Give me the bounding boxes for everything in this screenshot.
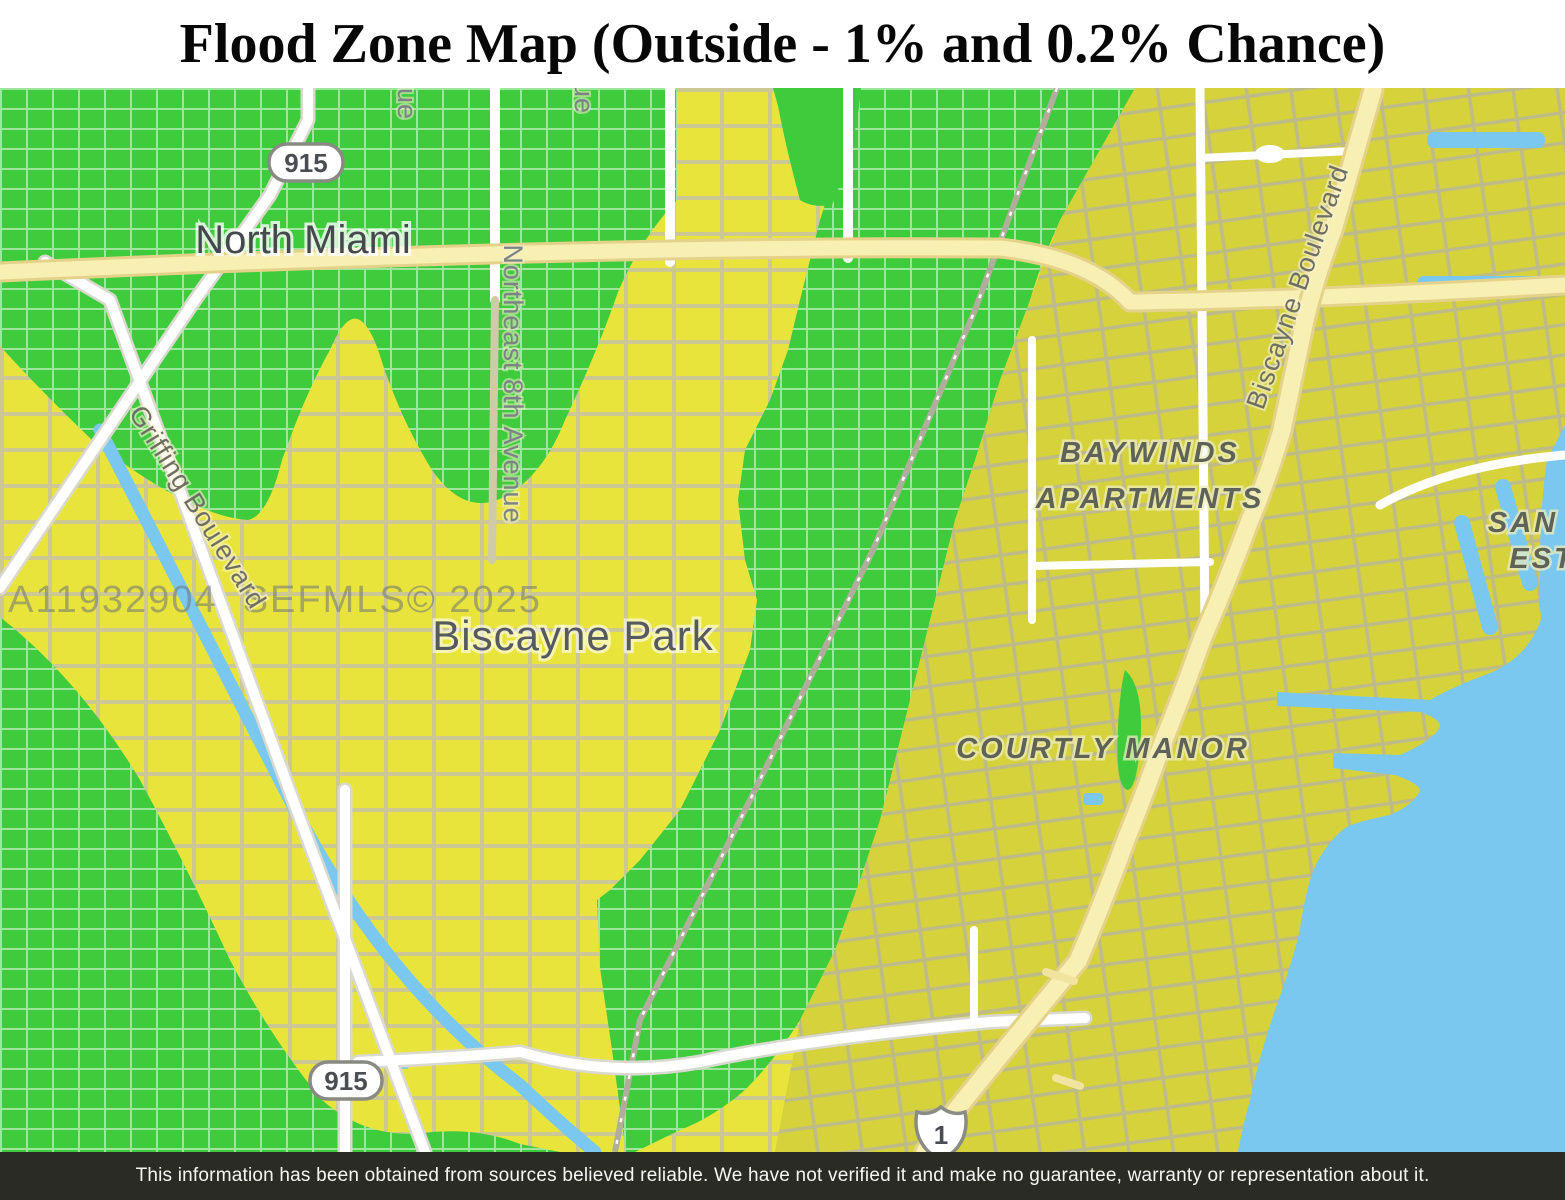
ne-8th-avenue-road-south bbox=[488, 296, 499, 564]
page-title: Flood Zone Map (Outside - 1% and 0.2% Ch… bbox=[179, 13, 1386, 75]
title-bar: Flood Zone Map (Outside - 1% and 0.2% Ch… bbox=[0, 0, 1565, 88]
label-north-miami: North Miami bbox=[195, 218, 411, 262]
label-biscayne-park: Biscayne Park bbox=[432, 612, 713, 659]
shield-text-915: 915 bbox=[324, 1066, 367, 1096]
flood-zone-map: A11932904 SEFMLS© 2025 North Miami Bisca… bbox=[0, 88, 1565, 1152]
route-shield-sr915-south: 915 bbox=[308, 1060, 384, 1101]
estates-canal bbox=[1454, 515, 1498, 635]
local-road bbox=[1028, 558, 1214, 570]
mls-watermark: A11932904 SEFMLS© 2025 bbox=[8, 579, 542, 621]
west-dixie-road bbox=[1195, 88, 1210, 635]
canal-north bbox=[1427, 132, 1545, 148]
label-baywinds-line1: BAYWINDS bbox=[1060, 437, 1240, 469]
label-avenue-partial: ue bbox=[569, 88, 599, 114]
griffing-canal bbox=[93, 423, 602, 1152]
label-san-estates-line2: EST bbox=[1509, 543, 1565, 575]
map-area: A11932904 SEFMLS© 2025 North Miami Bisca… bbox=[0, 88, 1565, 1152]
major-roads bbox=[0, 88, 1565, 1152]
label-san-estates-line1: SAN bbox=[1488, 507, 1558, 539]
pond bbox=[1083, 793, 1103, 805]
label-courtly-manor: COURTLY MANOR bbox=[956, 733, 1250, 765]
shield-text-us1: 1 bbox=[934, 1120, 948, 1150]
causeway-road bbox=[1375, 450, 1565, 510]
disclaimer-text: This information has been obtained from … bbox=[135, 1165, 1430, 1186]
railroad-line bbox=[612, 88, 1060, 1152]
label-avenue-partial: ue bbox=[392, 88, 422, 120]
label-baywinds-line2: APARTMENTS bbox=[1035, 483, 1265, 515]
disclaimer-bar: This information has been obtained from … bbox=[0, 1152, 1565, 1200]
route-shield-sr915-north: 915 bbox=[267, 142, 345, 183]
biscayne-bay bbox=[1238, 425, 1565, 1152]
intersection bbox=[1255, 145, 1285, 163]
driveway-stub bbox=[1042, 968, 1084, 1090]
estates-canal bbox=[1495, 479, 1538, 591]
shield-text-915: 915 bbox=[284, 148, 327, 178]
route-shield-us1: 1 bbox=[914, 1104, 968, 1152]
label-ne-8th-avenue: Northeast 8th Avenue bbox=[498, 244, 528, 523]
